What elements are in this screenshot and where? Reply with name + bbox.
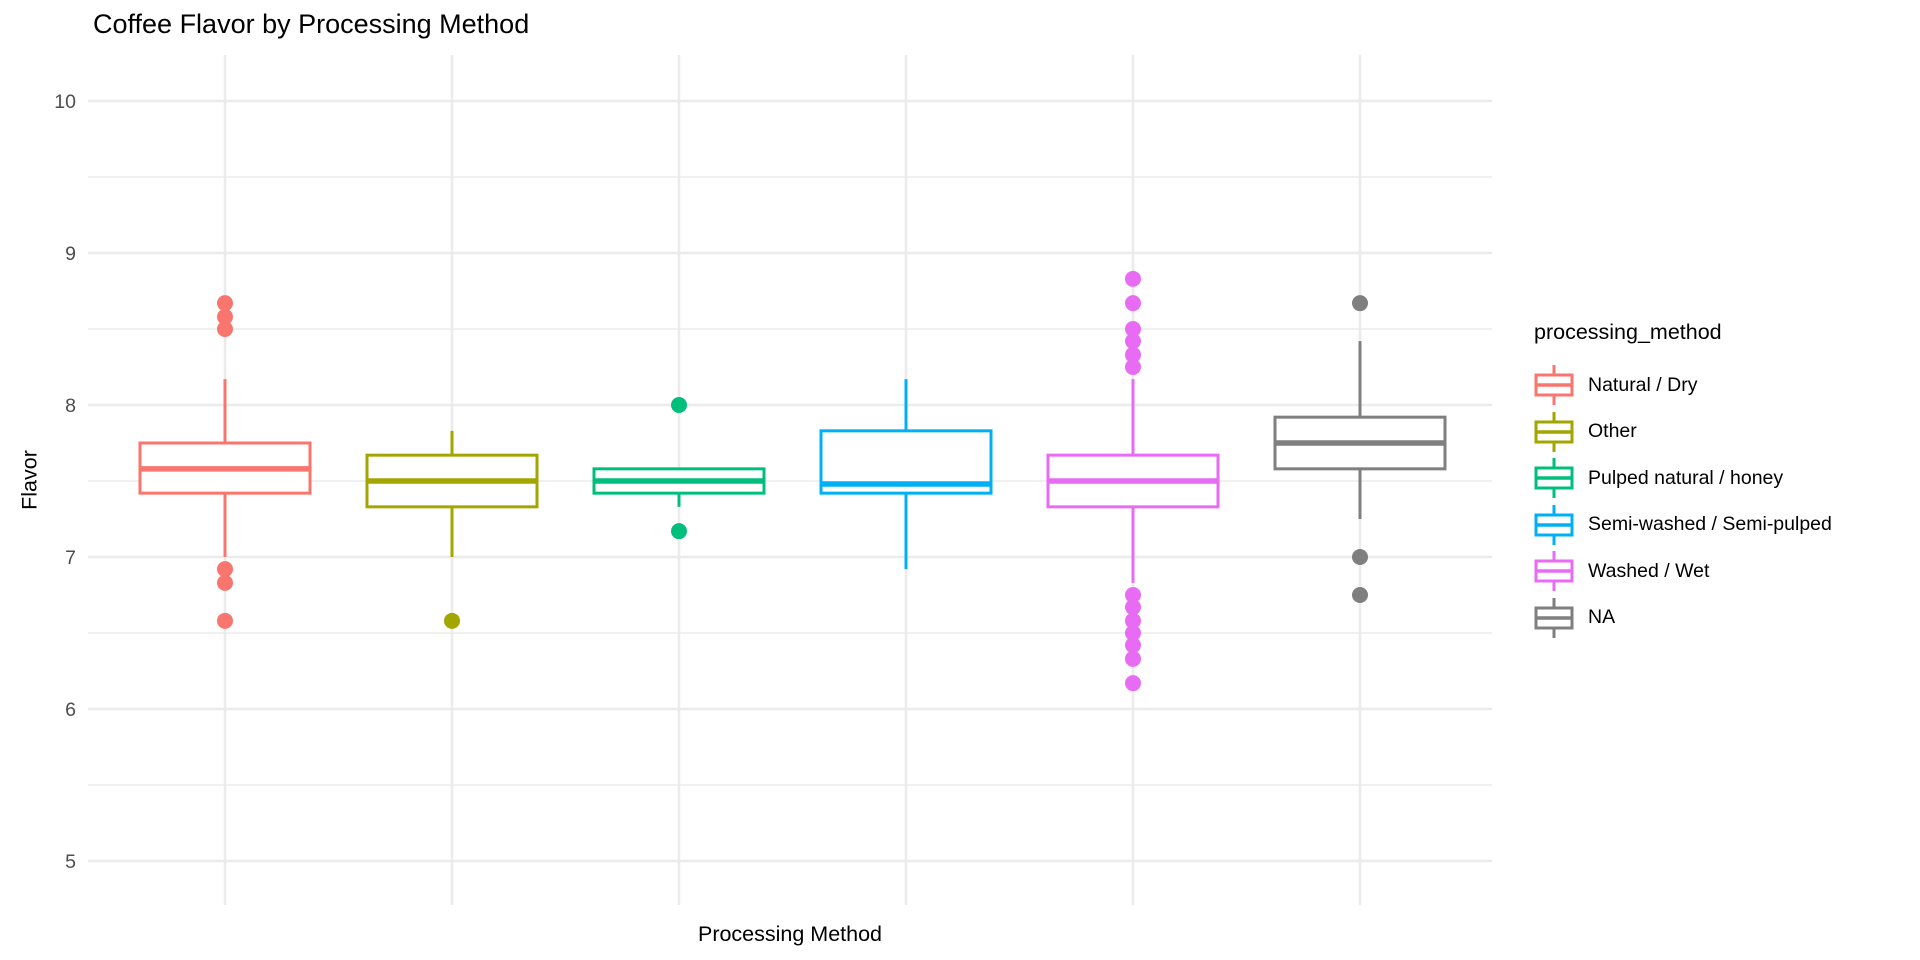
outlier-dot [1352,549,1368,565]
outlier-dot [1125,359,1141,375]
outlier-dot [444,612,460,629]
legend-item-label: Other [1588,420,1637,443]
legend-item-label: Washed / Wet [1588,559,1710,582]
outlier-dot [1352,587,1368,603]
outlier-dot [1125,346,1141,363]
outlier-dot [217,295,233,312]
legend-item: Washed / Wet [1532,548,1832,595]
outlier-dot [217,612,233,629]
y-axis-title: Flavor [17,450,42,510]
outlier-dot [1125,612,1141,629]
legend-item: Natural / Dry [1532,362,1832,409]
y-tick-label: 5 [65,851,76,873]
boxplot-key-icon [1534,551,1574,592]
boxplot-key-icon [1534,504,1574,545]
outlier-dot [1125,625,1141,641]
outlier-dot [1125,333,1141,350]
outlier-dot [1352,295,1368,312]
legend-items: Natural / Dry Other Pulped natural / honey… [1532,362,1832,641]
legend-item: NA [1532,595,1832,642]
boxplot-key-icon [1534,411,1574,452]
y-tick-label: 10 [54,91,76,113]
outlier-dot [671,523,687,540]
legend-item-label: Pulped natural / honey [1588,466,1784,489]
y-tick-label: 6 [65,699,76,721]
outlier-dot [1125,295,1141,312]
outlier-dot [1125,599,1141,616]
boxplot-key-icon [1534,597,1574,638]
y-tick-label: 7 [65,547,76,569]
boxplot-key-icon [1534,365,1574,406]
legend-item-label: Semi-washed / Semi-pulped [1588,513,1832,536]
outlier-dot [1125,587,1141,603]
legend: processing_method Natural / Dry Other Pulp… [1532,320,1832,641]
legend-title: processing_method [1534,320,1722,344]
legend-item: Other [1532,409,1832,456]
x-axis-title: Processing Method [697,922,883,946]
outlier-dot [217,561,233,578]
y-tick-label: 8 [65,395,76,417]
outlier-dot [217,308,233,325]
legend-item-label: NA [1588,606,1616,629]
legend-item: Semi-washed / Semi-pulped [1532,502,1832,549]
legend-item-label: Natural / Dry [1588,373,1698,396]
outlier-dot [1125,270,1141,287]
outlier-dot [1125,637,1141,654]
legend-item: Pulped natural / honey [1532,455,1832,502]
boxplot-key-icon [1534,458,1574,499]
chart-title: Coffee Flavor by Processing Method [93,9,530,39]
outlier-dot [1125,675,1141,692]
outlier-dot [217,574,233,591]
outlier-dot [217,321,233,337]
outlier-dot [1125,650,1141,667]
outlier-dot [1125,321,1141,337]
y-tick-label: 9 [65,243,76,265]
outlier-dot [671,397,687,413]
